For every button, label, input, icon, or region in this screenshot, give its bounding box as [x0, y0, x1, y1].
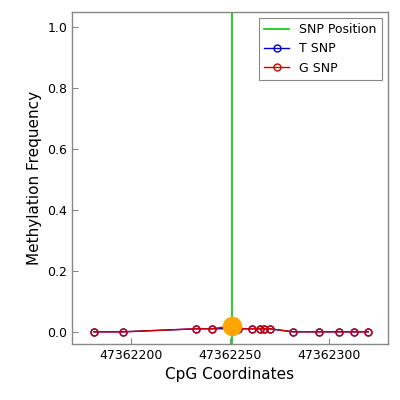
- G SNP: [261, 326, 266, 331]
- G SNP: [121, 330, 126, 334]
- T SNP: [291, 330, 296, 334]
- G SNP: [316, 330, 321, 334]
- T SNP: [121, 330, 126, 334]
- G SNP: [291, 330, 296, 334]
- G SNP: [230, 323, 234, 328]
- Line: G SNP: G SNP: [90, 322, 372, 335]
- T SNP: [249, 326, 254, 331]
- G SNP: [336, 330, 341, 334]
- G SNP: [366, 330, 371, 334]
- G SNP: [249, 326, 254, 331]
- G SNP: [257, 326, 262, 331]
- G SNP: [267, 326, 272, 331]
- T SNP: [352, 330, 357, 334]
- Legend: SNP Position, T SNP, G SNP: SNP Position, T SNP, G SNP: [259, 18, 382, 80]
- T SNP: [210, 326, 215, 331]
- T SNP: [194, 326, 199, 331]
- T SNP: [366, 330, 371, 334]
- G SNP: [91, 330, 96, 334]
- T SNP: [91, 330, 96, 334]
- G SNP: [210, 326, 215, 331]
- G SNP: [236, 326, 240, 331]
- Line: T SNP: T SNP: [90, 325, 372, 335]
- G SNP: [352, 330, 357, 334]
- X-axis label: CpG Coordinates: CpG Coordinates: [166, 368, 294, 382]
- T SNP: [230, 326, 234, 331]
- T SNP: [267, 326, 272, 331]
- T SNP: [316, 330, 321, 334]
- G SNP: [194, 326, 199, 331]
- T SNP: [236, 326, 240, 331]
- Y-axis label: Methylation Frequency: Methylation Frequency: [26, 91, 42, 265]
- T SNP: [336, 330, 341, 334]
- T SNP: [261, 326, 266, 331]
- T SNP: [257, 326, 262, 331]
